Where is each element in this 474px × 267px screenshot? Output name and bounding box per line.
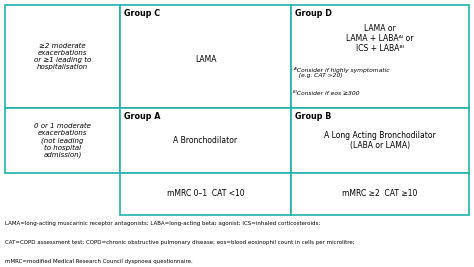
FancyBboxPatch shape bbox=[120, 173, 291, 215]
FancyBboxPatch shape bbox=[120, 5, 291, 108]
Text: LAMA or
LAMA + LABAᴬᴵ or
ICS + LABAᴮᴵ: LAMA or LAMA + LABAᴬᴵ or ICS + LABAᴮᴵ bbox=[346, 24, 414, 53]
FancyBboxPatch shape bbox=[5, 5, 120, 108]
Text: mMRC=modified Medical Research Council dyspnoea questionnaire.: mMRC=modified Medical Research Council d… bbox=[5, 259, 193, 264]
Text: mMRC ≥2  CAT ≥10: mMRC ≥2 CAT ≥10 bbox=[342, 190, 418, 198]
FancyBboxPatch shape bbox=[5, 108, 120, 173]
FancyBboxPatch shape bbox=[291, 173, 469, 215]
Text: mMRC 0–1  CAT <10: mMRC 0–1 CAT <10 bbox=[167, 190, 244, 198]
Text: ᴮᴵConsider if eos ≥300: ᴮᴵConsider if eos ≥300 bbox=[293, 91, 360, 96]
FancyBboxPatch shape bbox=[291, 108, 469, 173]
Text: Group C: Group C bbox=[124, 9, 160, 18]
Text: ≥2 moderate
exacerbations
or ≥1 leading to
hospitalisation: ≥2 moderate exacerbations or ≥1 leading … bbox=[34, 43, 91, 70]
FancyBboxPatch shape bbox=[291, 5, 469, 108]
FancyBboxPatch shape bbox=[120, 108, 291, 173]
Text: 0 or 1 moderate
exacerbations
(not leading
to hospital
admission): 0 or 1 moderate exacerbations (not leadi… bbox=[34, 123, 91, 158]
Text: Group B: Group B bbox=[295, 112, 331, 121]
Text: ᴬᴵConsider if highly symptomatic
   (e.g. CAT >20): ᴬᴵConsider if highly symptomatic (e.g. C… bbox=[293, 66, 390, 78]
Text: CAT=COPD assessment test; COPD=chronic obstructive pulmonary disease; eos=blood : CAT=COPD assessment test; COPD=chronic o… bbox=[5, 240, 355, 245]
Text: Group D: Group D bbox=[295, 9, 332, 18]
Text: A Bronchodilator: A Bronchodilator bbox=[173, 136, 237, 145]
Text: LAMA: LAMA bbox=[195, 55, 216, 64]
Text: Group A: Group A bbox=[124, 112, 160, 121]
Text: A Long Acting Bronchodilator
(LABA or LAMA): A Long Acting Bronchodilator (LABA or LA… bbox=[324, 131, 436, 150]
Text: LAMA=long-acting muscarinic receptor antagonists; LABA=long-acting beta₂ agonist: LAMA=long-acting muscarinic receptor ant… bbox=[5, 221, 320, 226]
